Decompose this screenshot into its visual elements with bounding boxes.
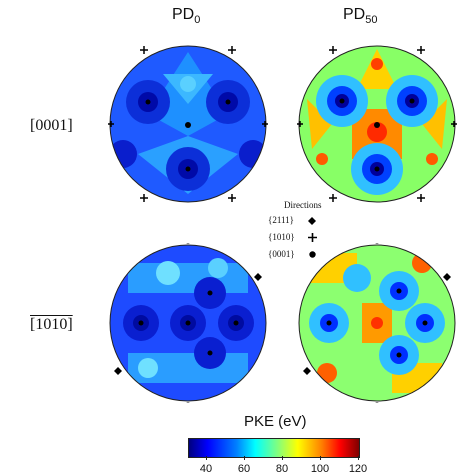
colorbar-tick-label: 60 <box>237 463 251 475</box>
colorbar <box>188 438 360 458</box>
column-title-text: PD <box>343 6 366 23</box>
column-title-pd50: PD50 <box>343 6 377 26</box>
legend-item-0001: {0001} <box>268 246 332 263</box>
column-title-subscript: 0 <box>194 14 201 27</box>
pole-figure-pd50-0001 <box>297 44 457 204</box>
legend-item-2111: {2111} <box>268 212 332 229</box>
colorbar-tick <box>320 456 321 460</box>
row-title-1010: [1010] <box>30 316 73 334</box>
pole-figure-pd0-0001 <box>108 44 268 204</box>
column-title-pd0: PD0 <box>172 6 200 26</box>
column-title-text: PD <box>172 6 195 23</box>
row-title-0001: [0001] <box>30 117 73 134</box>
pole-figure-pd0-1010 <box>108 243 268 403</box>
legend-item-1010: {1010} <box>268 229 332 246</box>
dot-icon <box>306 251 318 258</box>
pole-figure-pd50-1010 <box>297 243 457 403</box>
colorbar-tick <box>206 456 207 460</box>
colorbar-tick <box>282 456 283 460</box>
plus-icon <box>306 233 318 242</box>
legend-label: {2111} <box>268 215 294 225</box>
colorbar-tick-label: 120 <box>348 463 368 475</box>
column-title-subscript: 50 <box>365 14 378 27</box>
colorbar-tick-label: 80 <box>275 463 289 475</box>
directions-legend: Directions {2111} {1010} {0001} <box>268 198 332 263</box>
colorbar-tick <box>358 456 359 460</box>
colorbar-tick-label: 100 <box>310 463 330 475</box>
colorbar-title: PKE (eV) <box>244 413 307 430</box>
legend-label: {0001} <box>268 249 295 259</box>
row-title-text: [1010] <box>30 316 73 333</box>
colorbar-tick <box>244 456 245 460</box>
legend-label: {1010} <box>268 232 295 242</box>
legend-title: Directions <box>284 200 322 210</box>
colorbar-tick-label: 40 <box>199 463 213 475</box>
diamond-icon <box>306 216 318 225</box>
